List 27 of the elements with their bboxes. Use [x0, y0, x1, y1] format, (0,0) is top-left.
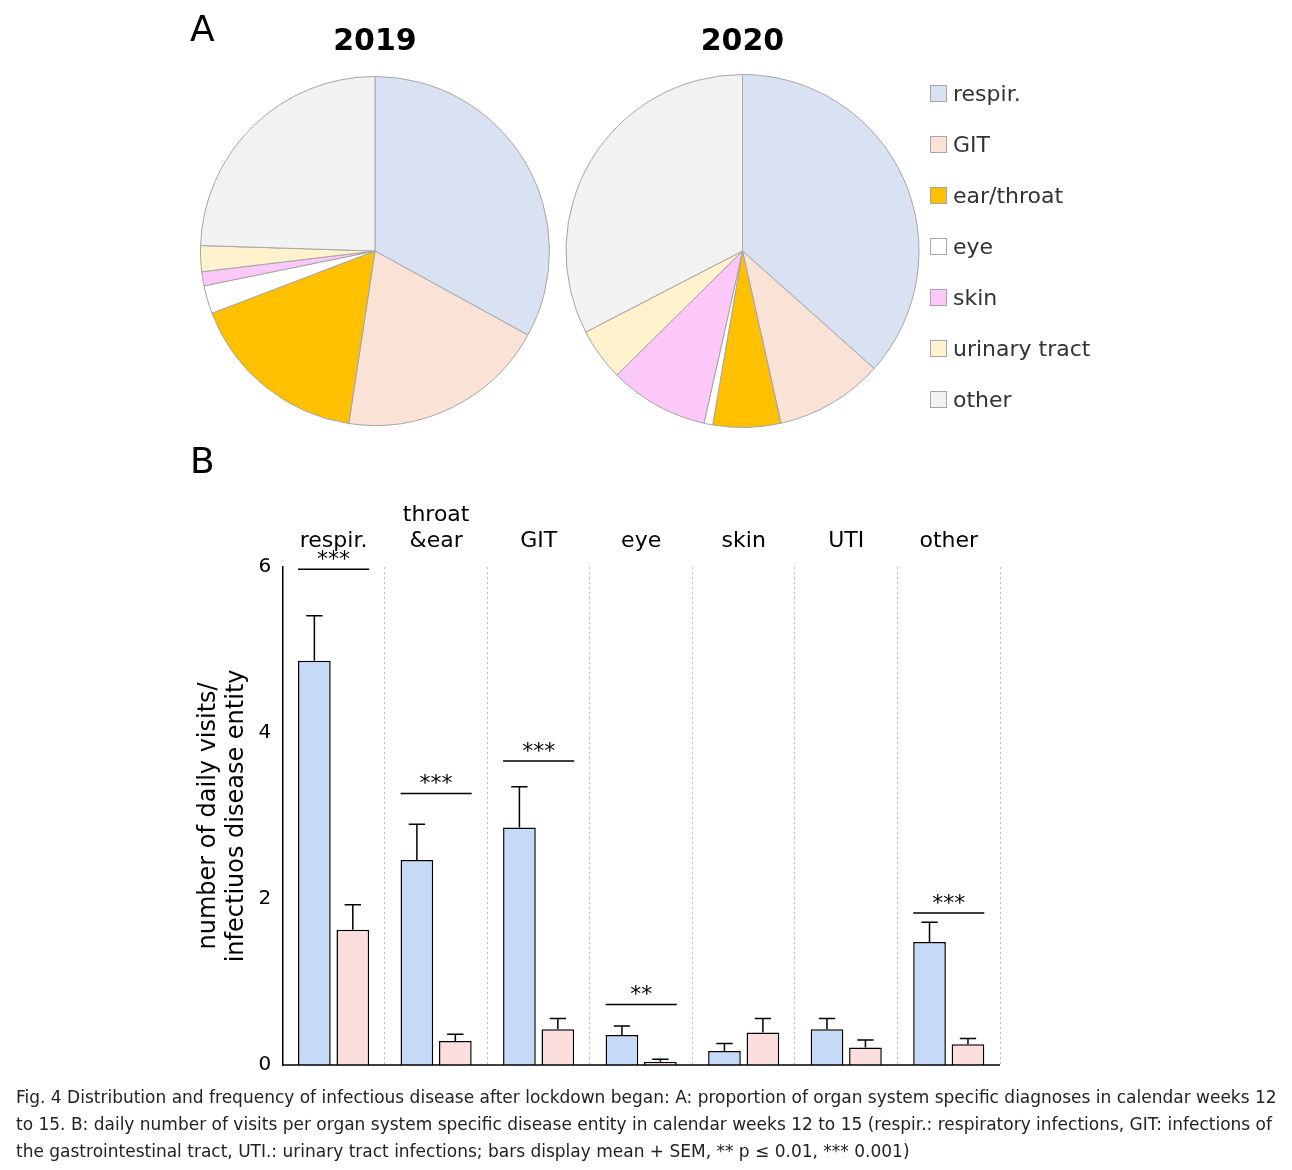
x-tick-label: skin: [721, 527, 766, 553]
legend-label: other: [953, 387, 1012, 412]
legend-label: skin: [953, 285, 998, 310]
chart-title: 2020: [700, 21, 785, 57]
y-tick-label: 0: [258, 1051, 272, 1076]
x-tick-label: GIT: [520, 527, 558, 553]
y-tick-label: 6: [258, 553, 272, 577]
y-axis-title: number of daily visits/ infectiuos disease entity: [192, 669, 250, 963]
legend-label: urinary tract: [953, 336, 1091, 361]
text: A: [190, 8, 215, 49]
x-tick-label: UTI: [828, 527, 865, 553]
x-tick-label: eye: [621, 527, 662, 553]
annotation: **: [630, 981, 653, 1007]
annotation: ***: [522, 737, 556, 763]
legend-label: eye: [953, 234, 994, 259]
text: B: [190, 440, 215, 481]
annotation: ***: [932, 889, 966, 915]
y-tick-label: 4: [258, 719, 272, 744]
legend-label: respir.: [953, 81, 1021, 106]
annotation: ***: [419, 770, 453, 796]
y-tick-label: 2: [258, 885, 272, 910]
x-tick-label: throat &ear: [402, 500, 470, 553]
chart-title: 2019: [333, 21, 417, 57]
caption: Fig. 4 Distribution and frequency of infectious disease after lockdown began: A: proportion of organ system specific diagnoses in calendar weeks 12 to 15. B: daily number of visits per organ system specific disease entity in calendar weeks 12 to 15 (respir.: respiratory infections, GIT: infections of the gastrointestinal tract, UTI.: urinary tract infections; bars display mean + SEM, ** p ≤ 0.01, *** 0.001): [16, 1086, 1278, 1163]
legend-label: GIT: [953, 132, 990, 157]
legend-label: ear/throat: [953, 183, 1064, 208]
x-tick-label: other: [919, 527, 979, 553]
